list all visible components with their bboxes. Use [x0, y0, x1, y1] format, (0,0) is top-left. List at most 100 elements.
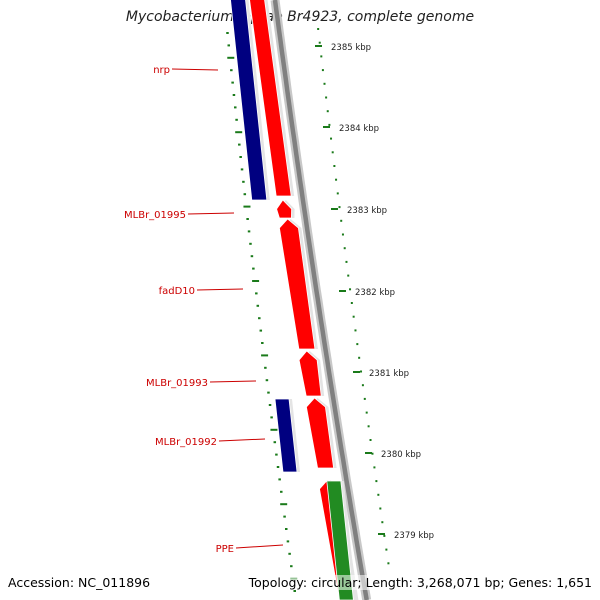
- ruler-tick: [387, 562, 390, 565]
- scale-major-tick: [339, 290, 346, 292]
- ruler-tick: [318, 41, 321, 44]
- ruler-tick: [375, 480, 378, 483]
- inner-tick: [264, 366, 267, 369]
- ruler-tick: [347, 274, 350, 277]
- feature-mlbr-01992: [274, 398, 298, 473]
- inner-tick: [261, 354, 269, 357]
- ruler-tick: [320, 55, 323, 58]
- scale-labels: 2385 kbp 2384 kbp 2383 kbp 2382 kbp 2381 kbp…: [315, 43, 434, 541]
- scale-major-tick: [353, 371, 360, 373]
- label-leader-lines: [171, 68, 284, 549]
- inner-tick: [280, 490, 283, 493]
- feature-mlbr-01993: [298, 350, 322, 397]
- inner-tick: [232, 94, 236, 96]
- scale-label: 2385 kbp: [331, 43, 371, 53]
- ruler-tick: [317, 28, 320, 30]
- inner-tick: [283, 515, 286, 518]
- ruler-tick: [326, 110, 329, 113]
- scale-label: 2379 kbp: [394, 531, 434, 541]
- ruler-tick: [350, 302, 353, 304]
- scale-label: 2384 kbp: [339, 124, 379, 134]
- feature-label-mlbr-01992: MLBr_01992: [155, 437, 217, 448]
- ruler-tick: [356, 343, 359, 346]
- ruler-tick: [335, 178, 338, 181]
- ruler-tick: [333, 165, 336, 167]
- inner-tick: [252, 267, 255, 270]
- ruler-tick: [358, 356, 361, 359]
- inner-tick: [276, 466, 280, 468]
- ruler-tick: [341, 233, 344, 236]
- scale-major-tick: [315, 45, 322, 47]
- inner-tick: [256, 304, 260, 307]
- inner-tick: [252, 280, 260, 282]
- feature-label-ppe: PPE: [216, 544, 234, 555]
- scale-major-tick: [378, 533, 385, 535]
- ruler-tick: [361, 384, 364, 387]
- ruler-tick: [367, 425, 370, 428]
- ruler-tick: [340, 219, 343, 222]
- inner-tick: [242, 180, 245, 183]
- ruler-tick: [373, 466, 376, 469]
- inner-tick: [268, 404, 272, 406]
- scale-label: 2383 kbp: [347, 206, 387, 216]
- inner-tick: [278, 478, 281, 481]
- scale-ruler: [317, 28, 390, 565]
- feature-fadd10: [278, 218, 316, 350]
- ruler-tick: [336, 192, 339, 195]
- backbone-line: [272, 0, 369, 600]
- ruler-tick: [325, 96, 328, 99]
- ruler-tick: [360, 370, 363, 373]
- inner-tick: [231, 81, 234, 84]
- feature-mlbr-01995: [276, 199, 293, 219]
- ruler-tick: [379, 507, 382, 510]
- feature-ppe: [326, 480, 354, 600]
- scale-label: 2381 kbp: [369, 369, 409, 379]
- inner-tick: [227, 44, 231, 47]
- leader-line-fadd10: [196, 288, 244, 291]
- leader-line-mlbr-01992: [218, 438, 266, 442]
- ruler-tick: [343, 247, 346, 250]
- inner-tick: [247, 230, 251, 233]
- inner-tick: [270, 428, 278, 431]
- inner-tick: [273, 441, 277, 444]
- inner-tick: [288, 552, 291, 555]
- inner-tick: [261, 342, 264, 344]
- feature-mlbr-01992-forward: [305, 397, 335, 469]
- feature-labels: nrp MLBr_01995 fadD10 MLBr_01993 MLBr_01992 P…: [124, 65, 234, 555]
- inner-tick: [290, 565, 293, 568]
- ruler-tick: [331, 151, 334, 154]
- leader-line-ppe: [235, 544, 284, 549]
- ruler-tick: [377, 493, 380, 496]
- feature-label-fadd10: fadD10: [159, 286, 195, 297]
- inner-tick: [227, 56, 235, 59]
- inner-tick: [240, 168, 244, 171]
- ruler-tick: [330, 137, 333, 140]
- feature-nrp: [230, 0, 268, 201]
- inner-tick: [293, 590, 296, 592]
- feature-label-mlbr-01995: MLBr_01995: [124, 210, 186, 221]
- ruler-tick: [381, 521, 384, 524]
- map-title: Mycobacterium leprae Br4923, complete ge…: [125, 9, 475, 25]
- ruler-tick: [323, 82, 326, 85]
- topology-label: Topology: circular; Length: 3,268,071 bp…: [248, 575, 592, 590]
- scale-major-tick: [323, 126, 330, 128]
- ruler-tick: [321, 69, 324, 72]
- inner-tick: [255, 292, 258, 295]
- ruler-tick: [354, 329, 357, 332]
- scale-label: 2382 kbp: [355, 288, 395, 298]
- ruler-tick: [328, 123, 331, 126]
- feature-track: [230, 0, 359, 600]
- inner-tick: [230, 69, 233, 72]
- inner-tick: [246, 218, 249, 220]
- ruler-tick: [349, 288, 352, 291]
- inner-tick: [249, 242, 252, 245]
- scale-major-tick: [331, 208, 338, 210]
- inner-tick: [275, 453, 278, 456]
- inner-tick: [235, 131, 243, 134]
- feature-label-nrp: nrp: [153, 65, 170, 76]
- inner-tick: [234, 106, 237, 109]
- leader-line-nrp: [171, 68, 219, 71]
- inner-tick: [235, 118, 238, 121]
- ruler-tick: [371, 452, 374, 455]
